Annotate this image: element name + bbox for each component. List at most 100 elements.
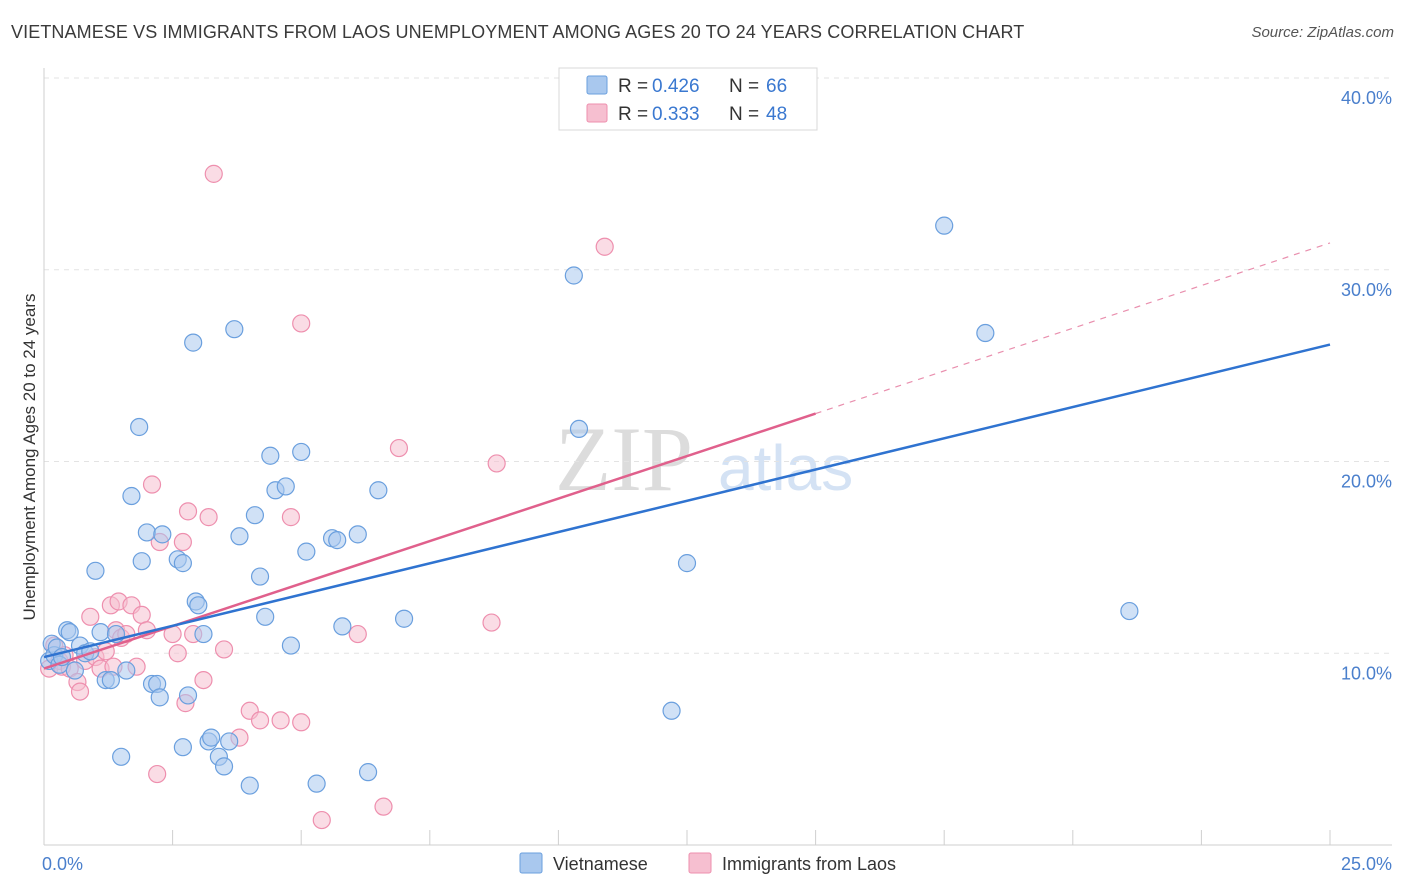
- legend-swatch-vietnamese: [586, 75, 608, 95]
- vietnamese-point: [184, 333, 203, 352]
- vietnamese-point: [261, 446, 280, 465]
- vietnamese-point: [130, 417, 149, 437]
- laos-point: [214, 640, 234, 659]
- laos-point: [374, 797, 393, 816]
- vietnamese-point: [250, 567, 270, 586]
- x-tick-label-max: 25.0%: [1341, 854, 1392, 874]
- y-tick-label: 20.0%: [1341, 472, 1392, 492]
- bottom-legend-label-vietnamese: Vietnamese: [553, 854, 648, 874]
- vietnamese-point: [328, 531, 347, 550]
- laos-point: [194, 670, 213, 690]
- vietnamese-point: [86, 561, 105, 580]
- legend-n-label: N =: [729, 104, 759, 125]
- laos-point: [271, 711, 290, 730]
- legend: R = 0.426 N = 66 R = 0.333 N = 48: [558, 67, 818, 131]
- vietnamese-point: [225, 320, 244, 339]
- vietnamese-point: [60, 623, 79, 642]
- laos-point: [168, 644, 187, 663]
- vietnamese-point: [137, 523, 156, 542]
- axes: [43, 68, 1392, 846]
- bottom-legend-swatch-vietnamese: [519, 852, 543, 874]
- laos-point: [148, 764, 167, 784]
- vietnamese-point: [91, 623, 110, 642]
- bottom-legend-swatch-laos: [688, 852, 712, 874]
- laos-point: [173, 532, 192, 552]
- laos-point: [250, 711, 270, 730]
- legend-swatch-laos: [586, 103, 608, 123]
- vietnamese-point: [220, 732, 239, 751]
- vietnamese-point: [150, 688, 169, 707]
- vietnamese-point: [117, 661, 136, 680]
- legend-r-label: R =: [618, 76, 648, 97]
- legend-n-value: 48: [766, 104, 787, 125]
- laos-point: [312, 810, 331, 830]
- x-tick-label-min: 0.0%: [42, 854, 83, 874]
- y-tick-label: 10.0%: [1341, 663, 1392, 683]
- vietnamese-point: [240, 776, 259, 795]
- laos-point: [281, 508, 301, 527]
- laos-point: [142, 475, 162, 494]
- vietnamese-point: [564, 266, 583, 285]
- legend-n-label: N =: [729, 76, 759, 97]
- legend-r-value: 0.333: [652, 104, 700, 125]
- vietnamese-point: [276, 477, 295, 496]
- y-axis-title: Unemployment Among Ages 20 to 24 years: [20, 294, 39, 621]
- chart-title: VIETNAMESE VS IMMIGRANTS FROM LAOS UNEMP…: [11, 22, 1025, 42]
- laos-point: [132, 605, 151, 625]
- laos-point: [292, 713, 311, 732]
- vietnamese-point: [194, 624, 213, 644]
- y-tick-labels: 10.0% 20.0% 30.0% 40.0%: [1341, 88, 1392, 683]
- trend-lines: [43, 242, 1331, 670]
- vietnamese-point: [976, 323, 995, 343]
- chart-source: Source: ZipAtlas.com: [1251, 24, 1394, 41]
- vietnamese-point: [112, 747, 131, 766]
- vietnamese-point: [1120, 601, 1139, 621]
- watermark-atlas: atlas: [718, 432, 853, 504]
- laos-point: [595, 237, 614, 256]
- gridlines: [44, 77, 1392, 654]
- vietnamese-point: [292, 442, 311, 462]
- legend-r-label: R =: [618, 104, 648, 125]
- bottom-legend-label-laos: Immigrants from Laos: [722, 854, 896, 874]
- laos-point: [482, 613, 501, 632]
- laos-point: [199, 508, 218, 527]
- legend-r-value: 0.426: [652, 76, 700, 97]
- vietnamese-point: [245, 506, 265, 525]
- vietnamese-point: [256, 607, 275, 626]
- vietnamese-trend-line: [43, 343, 1331, 659]
- vietnamese-point: [348, 525, 367, 544]
- series-vietnamese-points: [40, 216, 1139, 795]
- vietnamese-point: [662, 701, 681, 720]
- vietnamese-point: [333, 617, 352, 636]
- laos-point: [348, 624, 367, 644]
- vietnamese-point: [189, 596, 208, 615]
- vietnamese-point: [297, 542, 316, 561]
- laos-point: [81, 607, 100, 626]
- vietnamese-point: [281, 636, 301, 655]
- vietnamese-point: [369, 481, 388, 500]
- vietnamese-point: [677, 554, 697, 573]
- vietnamese-point: [394, 609, 414, 628]
- vietnamese-point: [178, 686, 198, 705]
- vietnamese-point: [101, 670, 120, 690]
- vietnamese-point: [173, 554, 192, 573]
- laos-point: [204, 164, 223, 183]
- laos-point: [292, 314, 311, 333]
- vietnamese-point: [214, 757, 234, 776]
- laos-point: [70, 682, 90, 701]
- vietnamese-point: [230, 527, 249, 546]
- legend-n-value: 66: [766, 76, 787, 97]
- vietnamese-point: [173, 738, 192, 757]
- vietnamese-point: [935, 216, 954, 235]
- laos-trend-extension: [815, 242, 1331, 415]
- laos-point: [487, 454, 506, 473]
- vietnamese-point: [132, 552, 151, 571]
- laos-point: [178, 502, 198, 521]
- vietnamese-point: [569, 419, 589, 439]
- vietnamese-point: [307, 774, 326, 793]
- vietnamese-point: [153, 525, 172, 544]
- laos-point: [389, 438, 409, 458]
- bottom-legend: Vietnamese Immigrants from Laos: [519, 852, 896, 874]
- x-ticks: [43, 830, 1331, 845]
